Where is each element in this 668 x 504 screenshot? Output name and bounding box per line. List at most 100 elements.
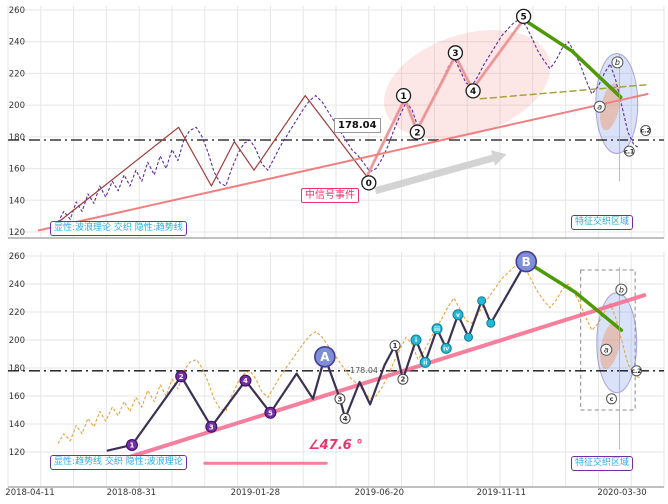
price-series: [57, 18, 640, 223]
wave-marker: [334, 393, 346, 405]
wave-marker: [389, 340, 401, 352]
wave-marker-label: c.1: [624, 148, 634, 155]
wave-marker: [477, 296, 487, 306]
wave-marker: [515, 250, 538, 273]
angle-label: ∠47.6 °: [308, 438, 363, 453]
wave-marker-label: i: [415, 337, 417, 344]
top-panel: 120 140 160 180 200 220 240 260 0 1 2 3 4 5 a b c.1 c.2: [7, 6, 665, 239]
price-label: 178.04: [334, 118, 381, 133]
y-tick-label: 240: [9, 38, 25, 48]
wave-marker-label: 5: [520, 13, 526, 23]
wave-marker: [431, 323, 443, 335]
dashed-region: [580, 269, 636, 411]
wave-marker-label: 3: [337, 395, 342, 403]
wave-marker: [239, 374, 252, 387]
wave-marker-label: 3: [209, 423, 214, 431]
y-tick-label: 160: [9, 392, 25, 402]
y-tick-label: 160: [9, 165, 25, 175]
caption-top-right: 特征交织区域: [571, 215, 634, 230]
wave-marker-label: 1: [393, 342, 398, 350]
wave-marker: [409, 124, 425, 140]
impulse-line: [365, 18, 526, 178]
wave-marker: [593, 100, 606, 113]
wave-marker: [395, 87, 412, 104]
y-tick-label: 220: [9, 308, 25, 318]
wave-marker-label: v: [456, 312, 460, 319]
wave-marker: [464, 332, 474, 342]
wave-marker-label: c: [610, 396, 614, 403]
wave-marker: [205, 420, 218, 433]
wave-marker-label: a: [597, 103, 602, 112]
caption-bottom-right: 特征交织区域: [571, 456, 634, 471]
y-tick-label: 240: [9, 280, 25, 290]
wave-marker: [515, 8, 532, 24]
wave-marker-label: a: [604, 346, 609, 355]
correction-green: [524, 259, 624, 332]
wave-marker-label: 5: [268, 409, 273, 417]
y-tick-label: 140: [9, 196, 25, 206]
x-tick-label: 2019-11-11: [477, 488, 526, 498]
wave-marker: [600, 343, 613, 356]
y-tick-label: 180: [9, 133, 25, 143]
trend-arrow-shaft: [374, 154, 495, 195]
price-label-small: 178.04: [350, 366, 378, 376]
wave-marker: [630, 365, 642, 377]
y-tick-label: 260: [9, 6, 25, 16]
y-tick-label: 180: [9, 364, 25, 374]
wave-marker: [452, 309, 464, 321]
wave-marker-label: b: [619, 285, 624, 294]
wave-marker: [419, 356, 431, 368]
event-label: 中信号事件: [301, 188, 359, 203]
wave-marker: [486, 318, 496, 328]
wave-marker-label: b: [615, 58, 620, 67]
y-tick-label: 200: [9, 336, 25, 346]
trend-line: [37, 93, 649, 232]
wave-marker-label: 2: [179, 373, 184, 381]
wave-marker: [640, 125, 652, 137]
wave-marker: [410, 334, 422, 346]
x-tick-label: 2019-01-28: [231, 488, 280, 498]
wave-marker-label: 1: [130, 442, 135, 450]
wave-marker-label: ii: [423, 360, 427, 367]
wave-marker-label: iii: [434, 326, 440, 333]
y-tick-label: 260: [9, 252, 25, 262]
wave-marker-label: c.2: [641, 128, 651, 135]
highlight-ellipse: [600, 83, 621, 131]
x-tick-label: 2018-08-31: [107, 488, 156, 498]
wave-marker: [339, 412, 351, 424]
bottom-panel: 120140160180200220240260123453412iiiiiii…: [7, 250, 665, 488]
x-tick-label: 2019-06-20: [355, 488, 404, 498]
wave-marker-label: c.2: [631, 368, 641, 375]
x-tick-label: 2020-03-30: [597, 488, 646, 498]
wave-marker-label: 1: [400, 92, 406, 102]
wave-marker-label: 2: [400, 376, 405, 384]
price-series: [57, 263, 640, 444]
y-tick-label: 200: [9, 101, 25, 111]
wave-marker-label: 4: [243, 377, 248, 385]
y-tick-label: 120: [9, 448, 25, 458]
wave-marker: [615, 283, 628, 296]
projection-dashed: [479, 83, 651, 100]
wave-marker-label: 4: [343, 415, 348, 423]
x-tick-label: 2018-04-11: [5, 488, 54, 498]
wave-marker-label: 0: [366, 179, 372, 189]
wave-marker: [314, 345, 336, 368]
caption-top-left: 显性:波浪理论 交织 隐性:趋势线: [50, 221, 187, 236]
y-tick-label: 220: [9, 69, 25, 79]
y-tick-label: 120: [9, 228, 25, 238]
wave-marker-label: A: [320, 350, 330, 364]
wave-marker: [623, 145, 635, 157]
trend-arrow-head: [490, 150, 507, 166]
wave-marker-label: B: [522, 255, 531, 269]
wave-marker: [447, 45, 464, 61]
correction-green: [521, 17, 623, 99]
wave-marker: [465, 83, 481, 99]
wave-marker: [397, 373, 409, 385]
wave-marker-label: 2: [414, 128, 420, 138]
trend-main-pink: [107, 293, 647, 466]
wave-marker-label: 3: [452, 49, 458, 59]
wave-marker-label: 4: [470, 87, 476, 97]
wave-marker: [440, 342, 452, 354]
